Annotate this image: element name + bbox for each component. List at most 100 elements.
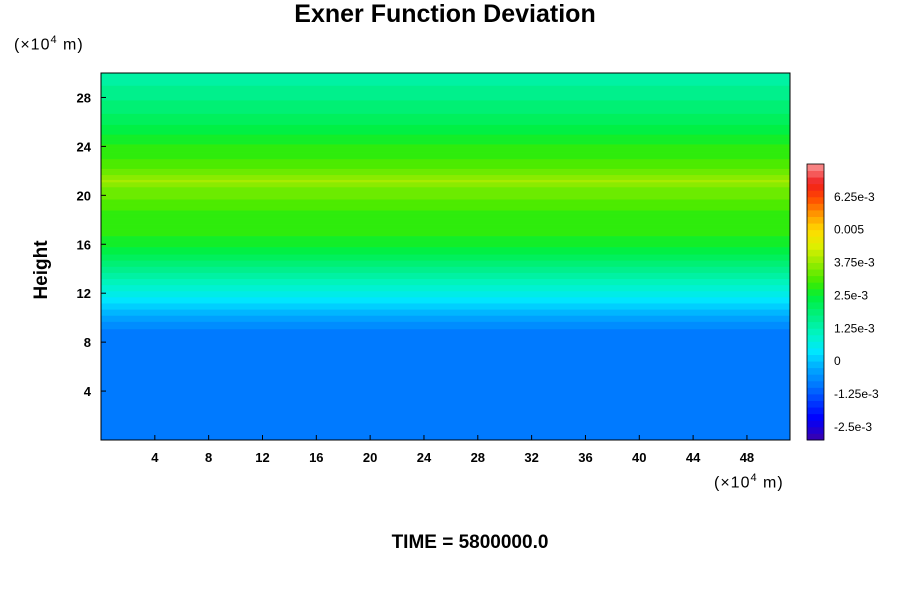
contour-band [101,333,790,336]
colorbar-bin [807,183,824,191]
colorbar-bin [807,196,824,204]
contour-band [101,259,790,262]
colorbar-label: 3.75e-3 [834,256,875,270]
contour-band [101,101,790,105]
contour-band [101,134,790,138]
contour-band [101,78,790,81]
contour-band [101,248,790,251]
colorbar-bin [807,400,824,408]
contour-band [101,117,790,120]
contour-band [101,308,790,311]
contour-band [101,269,790,272]
contour-band [101,187,790,190]
contour-band [101,159,790,162]
contour-band [101,182,790,185]
contour-band [101,232,790,235]
contour-band [101,435,790,439]
contour-band [101,319,790,322]
contour-band [101,112,790,116]
contour-band [101,385,790,388]
contour-band [101,346,790,349]
colorbar-bin [807,334,824,342]
contour-band [101,262,790,265]
contour-band [101,382,790,385]
contour-band [101,154,790,157]
contour-band [101,401,790,404]
contour-band [101,377,790,380]
contour-band [101,329,790,332]
contour-band [101,183,790,187]
contour-band [101,302,790,305]
contour-band [101,404,790,407]
contour-band [101,412,790,415]
x-tick-label: 12 [255,450,269,465]
colorbar-bin [807,236,824,244]
contour-band [101,95,790,98]
x-tick-label: 24 [417,450,432,465]
colorbar-bin [807,341,824,349]
colorbar-bin [807,433,824,441]
contour-band [101,107,790,111]
y-tick-label: 20 [77,188,91,203]
contour-band [101,363,790,366]
contour-band [101,240,790,243]
contour-band [101,202,790,205]
contour-band [101,125,790,128]
colorbar-bin [807,190,824,198]
contour-band [101,317,790,320]
colorbar [806,163,825,441]
contour-band [101,79,790,83]
contour-band [101,324,790,327]
contour-band [101,368,790,371]
contour-band [101,177,790,180]
contour-band [101,73,790,76]
contour-band [101,254,790,257]
contour-band [101,204,790,207]
contour-band [101,209,790,212]
contour-band [101,94,790,97]
contour-band [101,96,790,100]
contour-band [101,103,790,106]
contour-band [101,156,790,160]
contour-band [101,216,790,220]
contour-band [101,280,790,283]
contour-band [101,374,790,377]
contour-band [101,389,790,392]
contour-band [101,287,790,291]
contour-band [101,395,790,398]
contour-band [101,378,790,381]
contour-band [101,396,790,399]
colorbar-bin [807,216,824,224]
contour-band [101,106,790,109]
contour-band [101,169,790,172]
x-tick-label: 20 [363,450,377,465]
contour-band [101,383,790,386]
contour-band [101,104,790,107]
contour-band [101,415,790,418]
colorbar-bin [807,203,824,211]
contour-band [101,189,790,193]
contour-band [101,399,790,402]
contour-band [101,205,790,209]
contour-band [101,115,790,118]
contour-band [101,424,790,428]
colorbar-bin [807,282,824,290]
contour-band [101,421,790,424]
x-tick-label: 48 [740,450,754,465]
colorbar-bin [807,361,824,369]
contour-band [101,351,790,354]
contour-band [101,129,790,133]
contour-band [101,340,790,343]
contour-band [101,323,790,326]
contour-band [101,133,790,136]
contour-band [101,361,790,364]
contour-band [101,311,790,314]
contour-band [101,194,790,198]
contour-band [101,367,790,370]
contour-band [101,281,790,284]
colorbar-bin [807,249,824,257]
contour-band [101,413,790,417]
colorbar-bin [807,348,824,355]
contour-band [101,145,790,149]
contour-band [101,337,790,341]
